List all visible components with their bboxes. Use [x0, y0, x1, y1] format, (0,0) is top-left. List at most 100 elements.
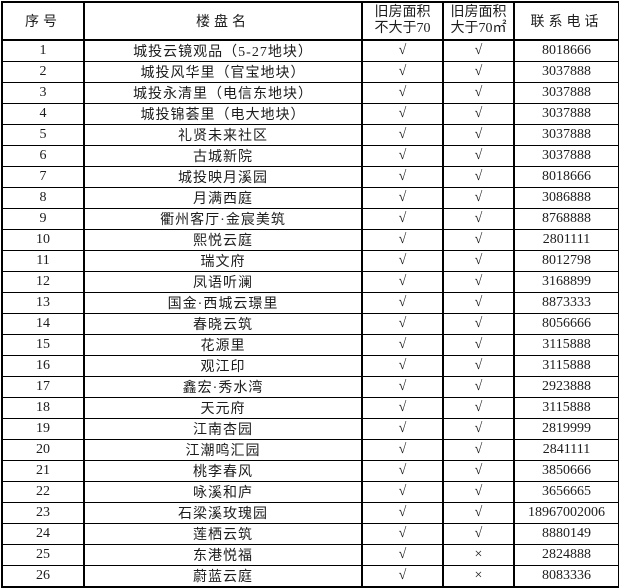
- table-row: 21 桃李春风 √ √ 3850666: [1, 460, 619, 482]
- area-le-70-mark-cell: √: [361, 460, 444, 482]
- contact-phone-cell: 3115888: [513, 355, 619, 377]
- property-name-cell: 月满西庭: [83, 187, 363, 209]
- serial-number-cell: 21: [1, 460, 85, 482]
- area-gt-70-mark-cell: √: [442, 271, 515, 293]
- property-name-cell: 桃李春风: [83, 460, 363, 482]
- table-row: 22 咏溪和庐 √ √ 3656665: [1, 481, 619, 503]
- property-name-cell: 观江印: [83, 355, 363, 377]
- area-gt-70-mark-cell: √: [442, 229, 515, 251]
- column-header-area-gt-70: 旧房面积 大于70㎡: [442, 1, 515, 41]
- serial-number-cell: 23: [1, 502, 85, 524]
- serial-number-cell: 7: [1, 166, 85, 188]
- serial-number-cell: 4: [1, 103, 85, 125]
- serial-number-cell: 18: [1, 397, 85, 419]
- header-line: 旧房面积: [374, 5, 431, 20]
- table-row: 24 莲栖云筑 √ √ 8880149: [1, 523, 619, 545]
- serial-number-cell: 5: [1, 124, 85, 146]
- table-row: 25 东港悦福 √ × 2824888: [1, 544, 619, 566]
- table-row: 3 城投永清里（电信东地块） √ √ 3037888: [1, 82, 619, 104]
- area-gt-70-mark-cell: √: [442, 103, 515, 125]
- serial-number-cell: 1: [1, 39, 85, 62]
- serial-number-cell: 15: [1, 334, 85, 356]
- property-name-cell: 瑞文府: [83, 250, 363, 272]
- table-row: 17 鑫宏·秀水湾 √ √ 2923888: [1, 376, 619, 398]
- contact-phone-cell: 3850666: [513, 460, 619, 482]
- area-gt-70-mark-cell: √: [442, 334, 515, 356]
- table-row: 12 凤语听澜 √ √ 3168899: [1, 271, 619, 293]
- area-gt-70-mark-cell: ×: [442, 565, 515, 588]
- header-line: 大于70㎡: [450, 21, 507, 36]
- area-gt-70-mark-cell: √: [442, 61, 515, 83]
- table-row: 4 城投锦荟里（电大地块） √ √ 3037888: [1, 103, 619, 125]
- column-header-serial: 序号: [1, 1, 85, 41]
- area-gt-70-mark-cell: √: [442, 124, 515, 146]
- property-name-cell: 江潮鸣汇园: [83, 439, 363, 461]
- table-row: 16 观江印 √ √ 3115888: [1, 355, 619, 377]
- area-gt-70-mark-cell: √: [442, 355, 515, 377]
- area-le-70-mark-cell: √: [361, 439, 444, 461]
- table-row: 15 花源里 √ √ 3115888: [1, 334, 619, 356]
- area-gt-70-mark-cell: √: [442, 39, 515, 62]
- property-name-cell: 熙悦云庭: [83, 229, 363, 251]
- table-row: 5 礼贤未来社区 √ √ 3037888: [1, 124, 619, 146]
- property-name-cell: 咏溪和庐: [83, 481, 363, 503]
- serial-number-cell: 19: [1, 418, 85, 440]
- serial-number-cell: 10: [1, 229, 85, 251]
- property-name-cell: 江南杏园: [83, 418, 363, 440]
- area-gt-70-mark-cell: √: [442, 376, 515, 398]
- contact-phone-cell: 8083336: [513, 565, 619, 588]
- contact-phone-cell: 8018666: [513, 39, 619, 62]
- column-header-area-le-70: 旧房面积 不大于70: [361, 1, 444, 41]
- property-name-cell: 天元府: [83, 397, 363, 419]
- area-gt-70-mark-cell: √: [442, 418, 515, 440]
- table-row: 9 衢州客厅·金宸美筑 √ √ 8768888: [1, 208, 619, 230]
- contact-phone-cell: 2841111: [513, 439, 619, 461]
- property-name-cell: 城投云镜观品（5-27地块）: [83, 39, 363, 62]
- area-le-70-mark-cell: √: [361, 166, 444, 188]
- table-row: 18 天元府 √ √ 3115888: [1, 397, 619, 419]
- area-le-70-mark-cell: √: [361, 208, 444, 230]
- serial-number-cell: 24: [1, 523, 85, 545]
- contact-phone-cell: 2824888: [513, 544, 619, 566]
- area-le-70-mark-cell: √: [361, 481, 444, 503]
- area-le-70-mark-cell: √: [361, 271, 444, 293]
- header-line: 旧房面积: [450, 5, 507, 20]
- area-le-70-mark-cell: √: [361, 397, 444, 419]
- contact-phone-cell: 3115888: [513, 397, 619, 419]
- contact-phone-cell: 8880149: [513, 523, 619, 545]
- serial-number-cell: 12: [1, 271, 85, 293]
- area-gt-70-mark-cell: √: [442, 523, 515, 545]
- serial-number-cell: 22: [1, 481, 85, 503]
- serial-number-cell: 8: [1, 187, 85, 209]
- area-gt-70-mark-cell: √: [442, 208, 515, 230]
- area-le-70-mark-cell: √: [361, 124, 444, 146]
- contact-phone-cell: 8873333: [513, 292, 619, 314]
- property-name-cell: 花源里: [83, 334, 363, 356]
- area-gt-70-mark-cell: √: [442, 145, 515, 167]
- area-le-70-mark-cell: √: [361, 565, 444, 588]
- area-gt-70-mark-cell: √: [442, 82, 515, 104]
- contact-phone-cell: 8018666: [513, 166, 619, 188]
- area-le-70-mark-cell: √: [361, 355, 444, 377]
- contact-phone-cell: 3168899: [513, 271, 619, 293]
- property-name-cell: 东港悦福: [83, 544, 363, 566]
- serial-number-cell: 3: [1, 82, 85, 104]
- contact-phone-cell: 3037888: [513, 103, 619, 125]
- property-name-cell: 莲栖云筑: [83, 523, 363, 545]
- area-le-70-mark-cell: √: [361, 61, 444, 83]
- area-le-70-mark-cell: √: [361, 418, 444, 440]
- contact-phone-cell: 18967002006: [513, 502, 619, 524]
- header-line: 不大于70: [374, 21, 431, 36]
- area-le-70-mark-cell: √: [361, 544, 444, 566]
- area-le-70-mark-cell: √: [361, 229, 444, 251]
- property-name-cell: 鑫宏·秀水湾: [83, 376, 363, 398]
- table-row: 1 城投云镜观品（5-27地块） √ √ 8018666: [1, 39, 619, 62]
- property-name-cell: 春晓云筑: [83, 313, 363, 335]
- property-name-cell: 国金·西城云璟里: [83, 292, 363, 314]
- table-row: 23 石梁溪玫瑰园 √ √ 18967002006: [1, 502, 619, 524]
- area-le-70-mark-cell: √: [361, 39, 444, 62]
- table-row: 10 熙悦云庭 √ √ 2801111: [1, 229, 619, 251]
- table-row: 13 国金·西城云璟里 √ √ 8873333: [1, 292, 619, 314]
- table-row: 20 江潮鸣汇园 √ √ 2841111: [1, 439, 619, 461]
